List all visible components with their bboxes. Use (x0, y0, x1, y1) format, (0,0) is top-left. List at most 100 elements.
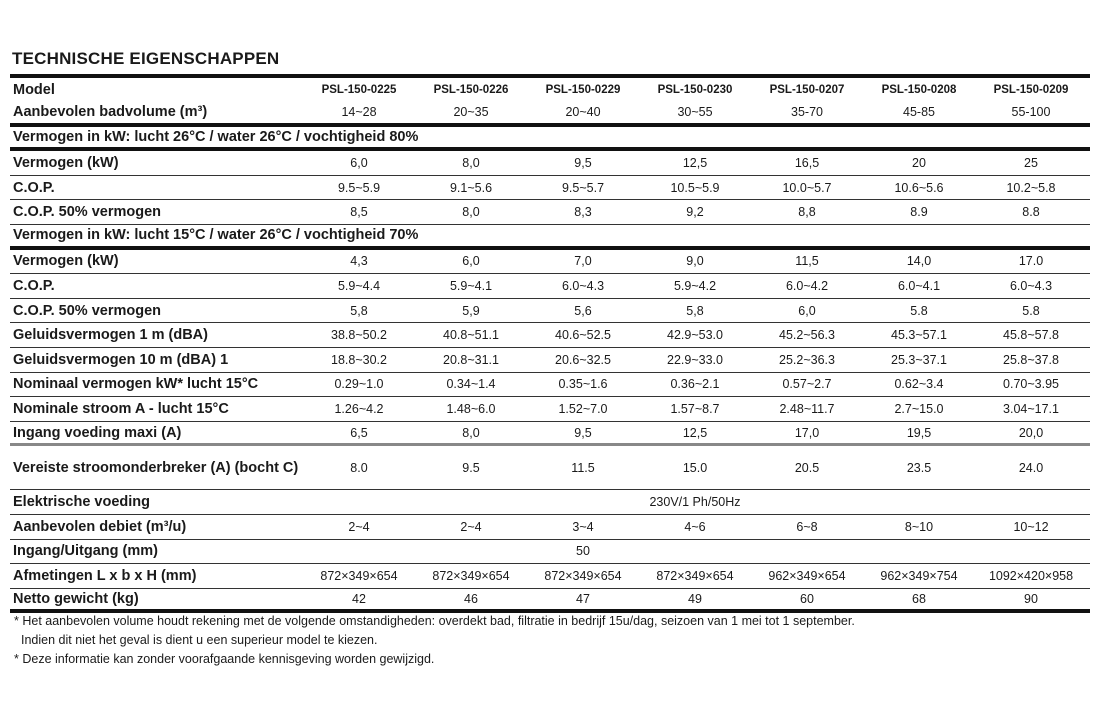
footnote: * Deze informatie kan zonder voorafgaand… (14, 652, 435, 666)
cell-value: 9,2 (686, 205, 704, 220)
cell-value: 9,5 (574, 155, 592, 170)
cell-value: 38.8~50.2 (331, 328, 387, 343)
cell-value: 55-100 (1011, 105, 1051, 120)
cell-value: 872×349×654 (656, 568, 734, 583)
cell-value: 42 (352, 591, 366, 606)
table-row: C.O.P. 50% vermogen 5,8 5,9 5,6 5,8 6,0 5.8 5.8 (10, 299, 1090, 324)
cell-value: 6,0 (462, 254, 480, 269)
cell-value: 8,5 (350, 205, 368, 220)
model-name: PSL-150-0226 (433, 84, 509, 96)
section-header: Vermogen in kW: lucht 26°C / water 26°C … (10, 127, 1090, 152)
cell-value: 40.8~51.1 (443, 328, 499, 343)
table-row: Geluidsvermogen 1 m (dBA) 38.8~50.2 40.8~5… (10, 323, 1090, 348)
cell-value: 25.3~37.1 (891, 352, 947, 367)
cell-value: 49 (688, 591, 702, 606)
cell-value: 42.9~53.0 (667, 328, 723, 343)
cell-value: 6.0~4.2 (785, 278, 829, 293)
row-label: Geluidsvermogen 10 m (dBA) 1 (13, 351, 229, 368)
cell-value: 0.35~1.6 (558, 377, 608, 392)
cell-value: 6.0~4.3 (561, 278, 605, 293)
cell-value: 3~4 (572, 519, 594, 534)
cell-value: 45.8~57.8 (1003, 328, 1059, 343)
cell-value: 5,8 (686, 303, 704, 318)
cell-value: 68 (912, 591, 926, 606)
cell-value: 5,6 (574, 303, 592, 318)
row-label: C.O.P. 50% vermogen (13, 204, 162, 221)
cell-value: 20.8~31.1 (443, 352, 499, 367)
cell-value: 45.2~56.3 (779, 328, 835, 343)
cell-value: 6,0 (350, 155, 368, 170)
cell-value: 1092×420×958 (988, 568, 1074, 583)
cell-value: 18.8~30.2 (331, 352, 387, 367)
cell-value: 15.0 (682, 460, 708, 475)
cell-value: 0.34~1.4 (446, 377, 496, 392)
cell-value: 5.9~4.1 (449, 278, 493, 293)
cell-value: 2~4 (348, 519, 370, 534)
cell-value: 9.5 (462, 460, 480, 475)
cell-value: 17.0 (1018, 254, 1044, 269)
cell-value: 2~4 (460, 519, 482, 534)
row-label: Ingang voeding maxi (A) (13, 424, 182, 441)
section-title: Vermogen in kW: lucht 15°C / water 26°C … (13, 227, 419, 244)
table-row: Ingang voeding maxi (A) 6,5 8,0 9,5 12,5 17,0… (10, 422, 1090, 447)
footnotes: * Het aanbevolen volume houdt rekening m… (14, 612, 855, 669)
row-label: Vereiste stroomonderbreker (A) (bocht C) (13, 459, 299, 476)
row-label: Nominale stroom A - lucht 15°C (13, 400, 229, 417)
cell-value: 872×349×654 (320, 568, 398, 583)
table-row: Aanbevolen badvolume (m³) 14~28 20~35 20~40… (10, 102, 1090, 127)
cell-value: 10.5~5.9 (670, 180, 720, 195)
merged-value: 230V/1 Ph/50Hz (649, 495, 741, 510)
table-row: Vermogen (kW) 4,3 6,0 7,0 9,0 11,5 14,0 17.0 (10, 250, 1090, 275)
section-title: Vermogen in kW: lucht 26°C / water 26°C … (13, 128, 419, 145)
cell-value: 3.04~17.1 (1003, 401, 1059, 416)
cell-value: 8.0 (350, 460, 368, 475)
cell-value: 8.9 (910, 205, 928, 220)
footnote: * Het aanbevolen volume houdt rekening m… (14, 614, 855, 628)
cell-value: 30~55 (677, 105, 713, 120)
table-header-row: Model PSL-150-0225 PSL-150-0226 PSL-150-022… (10, 78, 1090, 102)
cell-value: 20~35 (453, 105, 489, 120)
cell-value: 12,5 (682, 425, 708, 440)
cell-value: 1.48~6.0 (446, 401, 496, 416)
section-header: Vermogen in kW: lucht 15°C / water 26°C … (10, 225, 1090, 250)
cell-value: 8,0 (462, 425, 480, 440)
merged-value: 50 (576, 544, 590, 559)
cell-value: 0.62~3.4 (894, 377, 944, 392)
model-name: PSL-150-0209 (993, 84, 1069, 96)
table-row: C.O.P. 5.9~4.4 5.9~4.1 6.0~4.3 5.9~4.2 6.0~4.… (10, 274, 1090, 299)
cell-value: 90 (1024, 591, 1038, 606)
cell-value: 14,0 (906, 254, 932, 269)
row-label: Vermogen (kW) (13, 154, 119, 171)
model-name: PSL-150-0229 (545, 84, 621, 96)
row-label: Geluidsvermogen 1 m (dBA) (13, 327, 208, 344)
cell-value: 0.57~2.7 (782, 377, 832, 392)
cell-value: 5,8 (350, 303, 368, 318)
table-row: C.O.P. 9.5~5.9 9.1~5.6 9.5~5.7 10.5~5.9 10.0~… (10, 176, 1090, 201)
cell-value: 20.6~32.5 (555, 352, 611, 367)
table-row: C.O.P. 50% vermogen 8,5 8,0 8,3 9,2 8,8 8.9 8.8 (10, 200, 1090, 225)
cell-value: 4~6 (684, 519, 706, 534)
table-row: Vermogen (kW) 6,0 8,0 9,5 12,5 16,5 20 25 (10, 151, 1090, 176)
row-label: Afmetingen L x b x H (mm) (13, 567, 197, 584)
table-row: Ingang/Uitgang (mm) 50 (10, 540, 1090, 565)
row-label: Aanbevolen debiet (m³/u) (13, 518, 187, 535)
cell-value: 10.0~5.7 (782, 180, 832, 195)
cell-value: 4,3 (350, 254, 368, 269)
cell-value: 22.9~33.0 (667, 352, 723, 367)
cell-value: 6,5 (350, 425, 368, 440)
cell-value: 6~8 (796, 519, 818, 534)
row-label: Nominaal vermogen kW* lucht 15°C (13, 376, 259, 393)
cell-value: 0.70~3.95 (1003, 377, 1059, 392)
row-label: Elektrische voeding (13, 494, 150, 511)
row-label: Vermogen (kW) (13, 253, 119, 270)
cell-value: 9.5~5.7 (561, 180, 605, 195)
row-label: C.O.P. 50% vermogen (13, 302, 162, 319)
cell-value: 1.26~4.2 (334, 401, 384, 416)
cell-value: 23.5 (906, 460, 932, 475)
cell-value: 9,5 (574, 425, 592, 440)
cell-value: 9.1~5.6 (449, 180, 493, 195)
cell-value: 0.36~2.1 (670, 377, 720, 392)
cell-value: 5.9~4.2 (673, 278, 717, 293)
row-label: C.O.P. (13, 179, 55, 196)
cell-value: 2.7~15.0 (894, 401, 944, 416)
